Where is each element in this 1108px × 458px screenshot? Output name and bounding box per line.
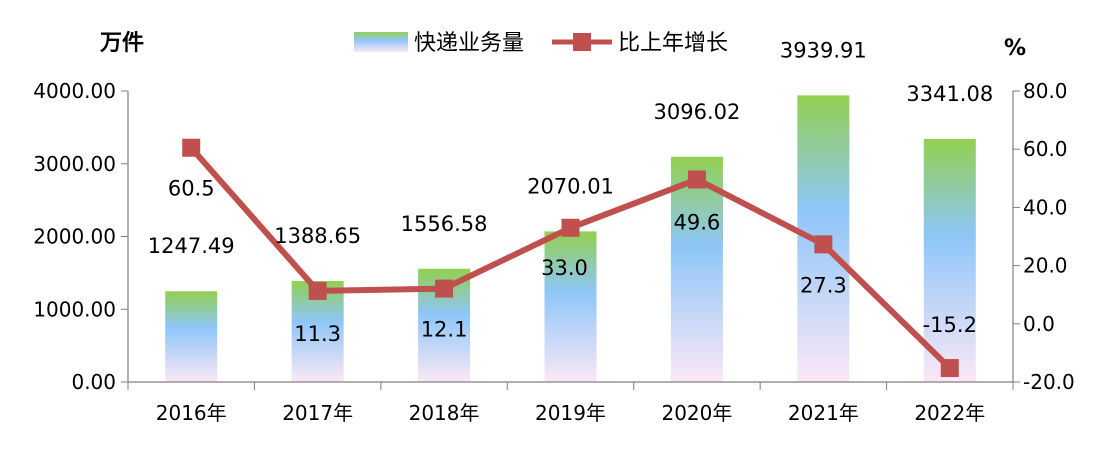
legend-bar-swatch xyxy=(354,32,408,52)
right-axis: -20.0 0.0 20.0 40.0 60.0 80.0 xyxy=(1013,79,1075,394)
right-tick-label: 20.0 xyxy=(1023,254,1068,278)
line-point-marker xyxy=(940,359,959,378)
right-tick-label: -20.0 xyxy=(1023,370,1075,394)
bar xyxy=(544,231,597,382)
left-axis: 0.00 1000.00 2000.00 3000.00 4000.00 xyxy=(33,79,128,394)
bar xyxy=(670,156,723,382)
line-value-label: -15.2 xyxy=(923,313,977,337)
axes xyxy=(127,91,1014,383)
bar-value-label: 3096.02 xyxy=(654,100,741,124)
category-label: 2018年 xyxy=(409,401,480,425)
right-tick-label: 80.0 xyxy=(1023,79,1068,103)
bar xyxy=(165,291,218,382)
bar-value-label: 3341.08 xyxy=(906,82,993,106)
left-tick-label: 2000.00 xyxy=(33,225,116,249)
category-label: 2020年 xyxy=(661,401,732,425)
category-label: 2022年 xyxy=(914,401,985,425)
bar xyxy=(923,138,976,382)
data-labels: 1247.49 1388.65 1556.58 2070.01 3096.02 3939.… xyxy=(148,38,993,346)
line-value-label: 12.1 xyxy=(421,318,468,342)
category-label: 2017年 xyxy=(282,401,353,425)
right-tick-label: 60.0 xyxy=(1023,137,1068,161)
category-axis: 2016年 2017年 2018年 2019年 2020年 2021年 2022年 xyxy=(127,382,1014,425)
bar-value-label: 1388.65 xyxy=(274,224,361,248)
line-point-marker xyxy=(814,235,833,254)
left-tick-label: 1000.00 xyxy=(33,297,116,321)
left-axis-unit: 万件 xyxy=(99,31,144,56)
line-series xyxy=(182,138,959,378)
line-value-label: 11.3 xyxy=(294,322,341,346)
legend: 快递业务量 比上年增长 xyxy=(354,31,728,56)
left-tick-label: 4000.00 xyxy=(33,79,116,103)
right-tick-label: 0.0 xyxy=(1023,312,1055,336)
line-point-marker xyxy=(687,170,706,189)
category-label: 2016年 xyxy=(156,401,227,425)
legend-line-marker xyxy=(573,33,591,51)
left-tick-label: 0.00 xyxy=(71,370,116,394)
bar-value-label: 1556.58 xyxy=(401,212,488,236)
legend-bar-label: 快递业务量 xyxy=(414,31,524,56)
line-point-marker xyxy=(182,138,201,157)
bar-value-label: 3939.91 xyxy=(780,38,867,62)
bar-value-label: 2070.01 xyxy=(527,174,614,198)
line-value-label: 60.5 xyxy=(168,177,215,201)
line-point-marker xyxy=(435,279,454,298)
line-value-label: 33.0 xyxy=(541,256,588,280)
line-value-label: 49.6 xyxy=(674,210,721,234)
left-tick-label: 3000.00 xyxy=(33,152,116,176)
category-label: 2021年 xyxy=(788,401,859,425)
bar-series xyxy=(165,95,976,382)
right-axis-unit: % xyxy=(1004,36,1026,61)
legend-line-label: 比上年增长 xyxy=(618,31,728,56)
line-point-marker xyxy=(308,281,327,300)
line-point-marker xyxy=(561,218,580,237)
right-tick-label: 40.0 xyxy=(1023,195,1068,219)
category-label: 2019年 xyxy=(535,401,606,425)
line-value-label: 27.3 xyxy=(800,273,847,297)
bar-value-label: 1247.49 xyxy=(148,234,235,258)
